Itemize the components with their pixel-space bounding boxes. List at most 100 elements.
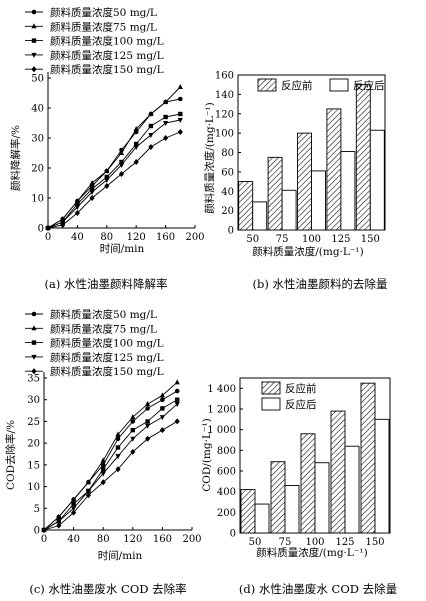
- data-point: [115, 431, 121, 437]
- y-tick-label: 40: [221, 187, 234, 198]
- data-point: [145, 435, 151, 442]
- x-tick-label: 160: [156, 232, 175, 243]
- bar-before: [355, 84, 371, 231]
- data-point: [118, 163, 125, 168]
- data-point: [85, 492, 91, 499]
- series-line-1: [43, 390, 178, 531]
- y-tick-label: 5: [34, 504, 40, 515]
- x-tick-label: 150: [365, 537, 384, 548]
- data-point: [177, 118, 183, 123]
- x-tick-label: 125: [331, 234, 350, 245]
- series-line-5: [43, 421, 178, 531]
- legend-swatch: [261, 397, 281, 411]
- data-point: [160, 397, 165, 403]
- legend-marker: [31, 340, 37, 345]
- legend-swatch: [261, 381, 281, 395]
- series-line-1: [47, 98, 181, 229]
- y-tick-label: 1 200: [207, 405, 236, 416]
- data-point: [100, 479, 106, 486]
- data-point: [104, 178, 110, 183]
- x-tick-label: 50: [249, 537, 262, 548]
- data-point: [118, 150, 125, 155]
- bar-before: [360, 382, 376, 534]
- data-point: [89, 190, 95, 195]
- x-tick-label: 200: [185, 232, 204, 243]
- data-point: [74, 205, 80, 210]
- data-point: [133, 159, 139, 165]
- data-point: [145, 401, 151, 407]
- data-point: [177, 129, 183, 135]
- series-line-5: [47, 131, 181, 229]
- y-tick-label: 50: [31, 74, 44, 85]
- y-tick-label: 0: [230, 529, 236, 540]
- data-point: [71, 509, 77, 516]
- y-tick-label: 10: [31, 194, 44, 205]
- panel-d-caption: (d) 水性油墨废水 COD 去除量: [239, 582, 397, 596]
- data-point: [100, 471, 106, 477]
- legend-label: 颜料质量浓度150 mg/L: [50, 365, 164, 378]
- data-point: [163, 135, 169, 141]
- bar-before: [270, 461, 286, 534]
- series-line-2: [47, 86, 181, 229]
- legend-marker: [31, 325, 37, 331]
- x-tick-label: 150: [361, 234, 380, 245]
- data-point: [163, 99, 169, 104]
- panel-b-plot: 0 20 40 60 80 100 120 140 160 50 75 100 125 150 反应前 反应后: [215, 71, 386, 245]
- y-tick-label: 10: [27, 482, 40, 493]
- x-tick-label: 200: [182, 534, 201, 545]
- data-point: [100, 457, 106, 463]
- y-tick-label: 200: [217, 508, 236, 519]
- data-point: [174, 379, 180, 385]
- data-point: [133, 145, 139, 150]
- bar-before: [326, 108, 342, 231]
- x-tick-label: 120: [127, 232, 146, 243]
- data-point: [115, 436, 121, 442]
- y-tick-label: 30: [31, 134, 44, 145]
- data-point: [104, 174, 109, 180]
- legend-label: 颜料质量浓度50 mg/L: [50, 308, 157, 321]
- panel-c-xlabel: 时间/min: [98, 549, 143, 562]
- bar-after: [314, 462, 330, 534]
- data-point: [85, 479, 91, 485]
- series-line-4: [47, 119, 181, 229]
- data-point: [133, 126, 139, 131]
- data-point: [104, 183, 110, 189]
- data-point: [71, 501, 76, 507]
- x-tick-label: 80: [97, 534, 110, 545]
- data-point: [163, 114, 168, 120]
- panel-b-caption: (b) 水性油墨颜料的去除量: [253, 277, 388, 291]
- y-tick-label: 0: [228, 226, 234, 237]
- data-point: [130, 448, 136, 455]
- x-tick-label: 0: [41, 534, 47, 545]
- panel-d-ylabel: COD/(mg·L⁻¹): [201, 418, 213, 492]
- legend-label: 颜料质量浓度50 mg/L: [50, 6, 157, 19]
- data-point: [134, 141, 139, 147]
- legend-label: 颜料质量浓度125 mg/L: [50, 49, 164, 62]
- x-tick-label: 80: [100, 232, 113, 243]
- panel-a-ylabel: 颜料降解率/%: [9, 125, 22, 191]
- panel-a-xlabel: 时间/min: [100, 242, 145, 255]
- y-tick-label: 40: [31, 104, 44, 115]
- data-point: [148, 111, 154, 116]
- data-point: [89, 186, 95, 192]
- bar-after: [252, 201, 268, 231]
- y-tick-label: 140: [215, 90, 234, 101]
- data-point: [115, 445, 121, 450]
- bar-after: [281, 189, 297, 231]
- data-point: [163, 121, 169, 126]
- legend-swatch: [329, 78, 349, 92]
- data-point: [71, 506, 77, 512]
- data-point: [130, 419, 136, 424]
- y-tick-label: 1 400: [207, 384, 236, 395]
- x-tick-label: 120: [123, 534, 142, 545]
- x-tick-label: 75: [276, 234, 289, 245]
- data-point: [74, 210, 80, 216]
- data-point: [104, 168, 110, 173]
- data-point: [74, 198, 80, 203]
- y-tick-label: 100: [215, 129, 234, 140]
- data-point: [159, 392, 165, 398]
- data-point: [115, 454, 121, 460]
- data-point: [75, 201, 80, 207]
